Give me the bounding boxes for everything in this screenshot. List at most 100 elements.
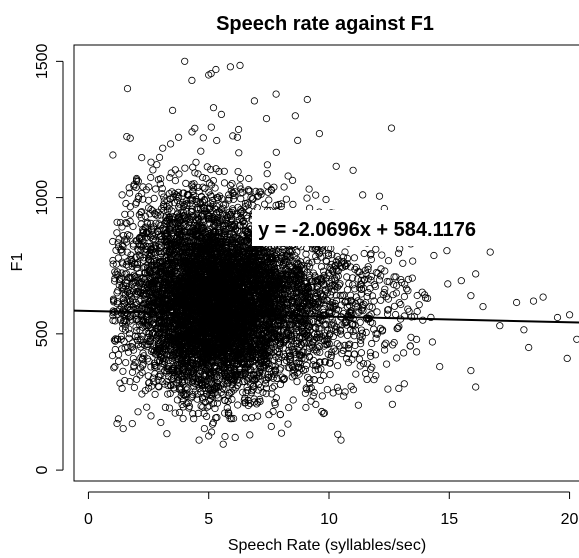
data-point [156,180,164,188]
data-point [288,373,296,381]
data-point [149,166,157,174]
data-point [314,365,322,374]
data-points [108,57,579,448]
data-point [302,403,310,412]
data-point [175,408,184,417]
data-point [145,357,153,365]
data-point [303,385,311,393]
data-point [342,354,351,363]
data-point [116,316,125,324]
data-point [263,170,271,178]
data-point [263,161,271,169]
data-point [126,377,134,386]
data-point [307,384,315,392]
data-point [157,418,165,427]
data-point [319,409,328,418]
data-point [111,345,119,354]
data-point [268,384,276,392]
data-point [197,147,205,155]
data-point [179,414,187,423]
data-point [303,194,311,202]
data-point [236,182,244,190]
data-point [254,386,262,394]
data-point [171,409,179,417]
data-point [264,248,272,256]
data-point [156,221,164,230]
data-point [121,210,129,218]
data-point [309,392,317,400]
data-point [128,339,136,347]
data-point [288,176,297,184]
data-point [122,358,130,367]
data-point [205,188,213,196]
data-point [261,380,270,388]
data-point [155,153,164,161]
data-point [305,185,313,193]
data-point [111,277,119,285]
data-point [109,309,117,317]
data-point [152,185,160,193]
data-point [129,354,137,363]
data-point [280,183,288,191]
data-point [149,236,157,244]
data-point [284,172,292,180]
data-point [127,210,135,218]
data-point [126,330,134,338]
data-point [109,151,117,159]
data-point [119,232,128,240]
data-point [368,339,376,348]
data-point [156,244,164,252]
data-point [201,184,209,192]
data-point [265,411,273,419]
data-point [110,364,118,372]
data-point [114,415,123,423]
data-point [171,177,179,185]
data-point [302,250,310,258]
data-point [236,174,244,183]
data-point [277,202,285,211]
data-point [130,363,138,371]
data-point [221,432,229,441]
data-point [122,199,130,208]
data-point [212,414,220,422]
data-point [233,133,241,141]
data-point [207,123,215,131]
data-point [189,410,197,418]
data-point [289,200,297,208]
data-point [149,374,157,382]
data-point [211,404,219,413]
data-point [237,185,245,193]
chart-title: Speech rate against F1 [216,13,434,35]
data-point [131,282,139,291]
data-point [241,414,249,422]
data-point [113,289,121,297]
data-point [144,329,152,337]
data-point [284,420,292,428]
data-point [341,388,349,396]
data-point [175,170,183,178]
data-point [143,403,151,411]
data-point [109,260,117,268]
data-point [307,397,315,405]
data-point [220,179,229,187]
data-point [316,249,324,257]
data-point [228,180,236,188]
data-point [293,377,301,386]
data-point [308,258,316,266]
data-point [163,430,171,438]
data-point [272,148,280,156]
data-point [319,371,328,380]
data-point [126,134,134,142]
data-point [248,414,256,422]
data-point [229,195,238,203]
data-point [246,431,254,439]
data-point [254,412,262,420]
data-point [113,229,121,237]
data-point [114,239,122,247]
data-point [208,196,216,205]
data-point [269,407,277,416]
data-point [166,389,174,398]
data-point [194,409,202,417]
data-point [144,372,152,380]
